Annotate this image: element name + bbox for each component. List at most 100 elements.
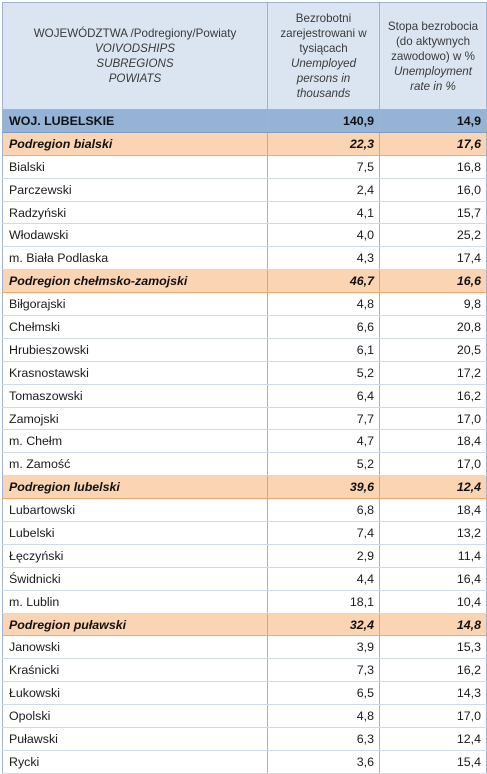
- powiat-row: m. Biała Podlaska 4,3 17,4: [2, 246, 487, 271]
- unemployed-value-cell: 6,5: [267, 681, 380, 706]
- region-name-cell: Opolski: [2, 704, 268, 729]
- region-name-cell: Hrubieszowski: [2, 338, 268, 362]
- rate-value-cell: 17,0: [379, 704, 487, 729]
- region-name-cell: m. Chełm: [2, 429, 268, 454]
- rate-value-cell: 12,4: [379, 475, 487, 500]
- region-column-header: WOJEWÓDZTWA /Podregiony/Powiaty VOIVODSH…: [2, 2, 268, 110]
- unemployed-header-pl: Bezrobotni zarejestrowani w tysiącach: [280, 12, 367, 55]
- region-name-cell: Radzyński: [2, 201, 268, 225]
- region-name-cell: m. Zamość: [2, 452, 268, 477]
- unemployed-value-cell: 6,8: [267, 498, 380, 523]
- unemployed-value-cell: 5,2: [267, 361, 380, 385]
- unemployed-value-cell: 18,1: [267, 590, 380, 614]
- region-name-cell: Łęczyński: [2, 544, 268, 568]
- powiat-row: Bialski 7,5 16,8: [2, 155, 487, 179]
- rate-value-cell: 15,7: [379, 201, 487, 225]
- rate-value-cell: 17,0: [379, 452, 487, 477]
- rate-header-pl: Stopa bezrobocia (do aktywnych zawodowo)…: [387, 19, 479, 63]
- region-name-cell: Bialski: [2, 155, 268, 179]
- unemployed-value-cell: 4,0: [267, 223, 380, 248]
- subregion-row: Podregion bialski 22,3 17,6: [2, 131, 487, 156]
- unemployed-value-cell: 7,5: [267, 155, 380, 179]
- powiat-row: Biłgorajski 4,8 9,8: [2, 292, 487, 317]
- region-name-cell: Chełmski: [2, 315, 268, 339]
- region-name-cell: Puławski: [2, 727, 268, 751]
- unemployed-value-cell: 6,6: [267, 315, 380, 339]
- powiat-row: Chełmski 6,6 20,8: [2, 315, 487, 339]
- powiat-row: Kraśnicki 7,3 16,2: [2, 658, 487, 683]
- unemployed-value-cell: 6,1: [267, 338, 380, 362]
- powiat-row: Łęczyński 2,9 11,4: [2, 544, 487, 568]
- region-header-pl: WOJEWÓDZTWA /Podregiony/Powiaty: [33, 27, 237, 40]
- table-header: WOJEWÓDZTWA /Podregiony/Powiaty VOIVODSH…: [2, 2, 487, 110]
- region-name-cell: m. Lublin: [2, 590, 268, 614]
- region-name-cell: Tomaszowski: [2, 384, 268, 408]
- rate-value-cell: 16,8: [379, 155, 487, 179]
- rate-value-cell: 13,2: [379, 521, 487, 545]
- rate-value-cell: 25,2: [379, 223, 487, 248]
- region-name-cell: Parczewski: [2, 178, 268, 202]
- powiat-row: Parczewski 2,4 16,0: [2, 178, 487, 202]
- powiat-row: m. Lublin 18,1 10,4: [2, 590, 487, 614]
- powiat-row: Lubartowski 6,8 18,4: [2, 498, 487, 523]
- rate-value-cell: 18,4: [379, 498, 487, 523]
- rate-value-cell: 11,4: [379, 544, 487, 568]
- unemployed-value-cell: 4,8: [267, 292, 380, 317]
- region-name-cell: Kraśnicki: [2, 658, 268, 683]
- unemployed-value-cell: 6,4: [267, 384, 380, 408]
- region-name-cell: Łukowski: [2, 681, 268, 706]
- table-body: WOJ. LUBELSKIE 140,9 14,9 Podregion bialski…: [2, 109, 487, 774]
- unemployed-value-cell: 2,9: [267, 544, 380, 568]
- rate-value-cell: 14,3: [379, 681, 487, 706]
- region-name-cell: Podregion chełmsko-zamojski: [2, 269, 268, 294]
- subregion-row: Podregion puławski 32,4 14,8: [2, 612, 487, 637]
- rate-value-cell: 14,8: [379, 612, 487, 637]
- powiat-row: m. Zamość 5,2 17,0: [2, 452, 487, 477]
- powiat-row: m. Chełm 4,7 18,4: [2, 429, 487, 454]
- rate-value-cell: 17,2: [379, 361, 487, 385]
- unemployed-value-cell: 6,3: [267, 727, 380, 751]
- region-name-cell: Lubartowski: [2, 498, 268, 523]
- region-header-voivodships: VOIVODSHIPS: [95, 42, 175, 55]
- unemployed-value-cell: 4,7: [267, 429, 380, 454]
- rate-value-cell: 16,2: [379, 384, 487, 408]
- rate-value-cell: 15,3: [379, 635, 487, 660]
- rate-value-cell: 16,0: [379, 178, 487, 202]
- unemployed-value-cell: 4,4: [267, 567, 380, 591]
- header-row: WOJEWÓDZTWA /Podregiony/Powiaty VOIVODSH…: [2, 2, 487, 110]
- rate-value-cell: 17,0: [379, 407, 487, 431]
- region-name-cell: m. Biała Podlaska: [2, 246, 268, 271]
- rate-value-cell: 17,4: [379, 246, 487, 271]
- region-name-cell: Rycki: [2, 750, 268, 774]
- unemployed-value-cell: 32,4: [267, 612, 380, 637]
- unemployed-value-cell: 5,2: [267, 452, 380, 477]
- unemployed-value-cell: 7,3: [267, 658, 380, 683]
- powiat-row: Świdnicki 4,4 16,4: [2, 567, 487, 591]
- unemployed-value-cell: 2,4: [267, 178, 380, 202]
- region-name-cell: Biłgorajski: [2, 292, 268, 317]
- rate-header-en: Unemployment rate in %: [394, 64, 472, 93]
- rate-value-cell: 12,4: [379, 727, 487, 751]
- rate-value-cell: 15,4: [379, 750, 487, 774]
- powiat-row: Rycki 3,6 15,4: [2, 750, 487, 774]
- region-name-cell: Janowski: [2, 635, 268, 660]
- powiat-row: Łukowski 6,5 14,3: [2, 681, 487, 706]
- powiat-row: Krasnostawski 5,2 17,2: [2, 361, 487, 385]
- unemployed-value-cell: 7,7: [267, 407, 380, 431]
- rate-value-cell: 16,4: [379, 567, 487, 591]
- region-name-cell: Świdnicki: [2, 567, 268, 591]
- region-name-cell: WOJ. LUBELSKIE: [2, 109, 268, 133]
- rate-column-header: Stopa bezrobocia (do aktywnych zawodowo)…: [379, 2, 487, 110]
- region-header-powiats: POWIATS: [108, 72, 162, 85]
- powiat-row: Tomaszowski 6,4 16,2: [2, 384, 487, 408]
- powiat-row: Zamojski 7,7 17,0: [2, 407, 487, 431]
- powiat-row: Hrubieszowski 6,1 20,5: [2, 338, 487, 362]
- unemployed-value-cell: 7,4: [267, 521, 380, 545]
- unemployed-value-cell: 4,3: [267, 246, 380, 271]
- powiat-row: Janowski 3,9 15,3: [2, 635, 487, 660]
- subregion-row: Podregion chełmsko-zamojski 46,7 16,6: [2, 269, 487, 294]
- unemployed-value-cell: 4,8: [267, 704, 380, 729]
- unemployed-value-cell: 3,9: [267, 635, 380, 660]
- unemployed-column-header: Bezrobotni zarejestrowani w tysiącach Un…: [267, 2, 380, 110]
